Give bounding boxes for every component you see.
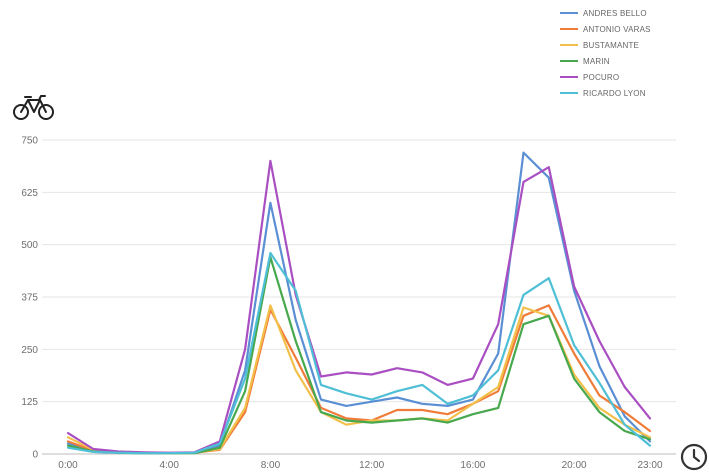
series-line — [66, 151, 652, 455]
x-tick-label: 0:00 — [58, 460, 78, 471]
y-tick-label: 0 — [32, 450, 38, 461]
y-tick-label: 625 — [21, 188, 38, 199]
x-tick-label: 20:00 — [562, 460, 587, 471]
x-tick-label: 16:00 — [460, 460, 485, 471]
legend-label: MARIN — [583, 57, 610, 66]
x-tick-label: 23:00 — [637, 460, 662, 471]
legend: ANDRES BELLO ANTONIO VARAS BUSTAMANTE MARIN… — [560, 9, 651, 98]
series-line — [66, 304, 652, 455]
y-tick-label: 750 — [21, 136, 38, 147]
x-tick-label: 4:00 — [159, 460, 179, 471]
legend-label: POCURO — [583, 73, 619, 82]
series-line — [66, 304, 652, 455]
legend-label: ANTONIO VARAS — [583, 25, 651, 34]
y-tick-label: 125 — [21, 397, 38, 408]
series-line — [66, 256, 652, 455]
y-tick-label: 250 — [21, 345, 38, 356]
y-axis-ticks: 0 125 250 375 500 625 750 — [21, 136, 38, 461]
y-tick-label: 500 — [21, 240, 38, 251]
y-tick-label: 375 — [21, 293, 38, 304]
bicycle-icon — [13, 95, 54, 120]
x-tick-label: 12:00 — [359, 460, 384, 471]
series-line — [66, 251, 652, 455]
legend-label: BUSTAMANTE — [583, 41, 639, 50]
legend-label: ANDRES BELLO — [583, 9, 647, 18]
x-axis-ticks: 0:00 4:00 8:00 12:00 16:00 20:00 23:00 — [58, 460, 663, 471]
x-tick-label: 8:00 — [261, 460, 281, 471]
legend-label: RICARDO LYON — [583, 89, 646, 98]
series-lines — [66, 151, 652, 455]
grid-lines — [42, 139, 676, 455]
series-line — [66, 159, 652, 454]
clock-icon — [680, 443, 708, 471]
